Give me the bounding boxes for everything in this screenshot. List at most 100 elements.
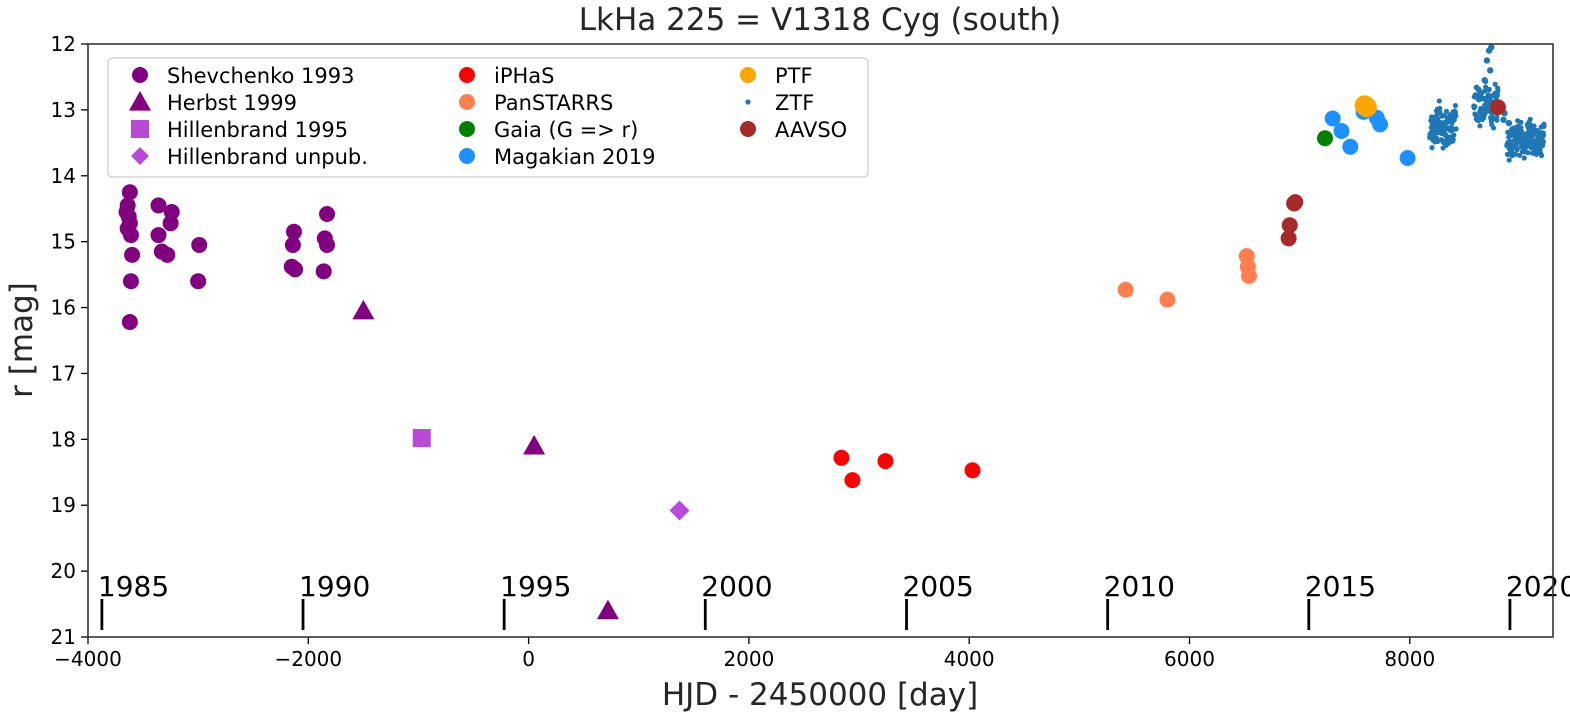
chart-title: LkHa 225 = V1318 Cyg (south)	[579, 2, 1061, 38]
series-ztf-point	[1518, 119, 1524, 125]
series-ztf-point	[1487, 67, 1494, 74]
legend-label: Magakian 2019	[494, 145, 655, 169]
series-panstarrs-point	[1159, 291, 1176, 308]
series-shevchenko-1993-point	[122, 227, 139, 244]
series-shevchenko-1993-point	[150, 197, 167, 214]
year-marker-label: 2020	[1506, 570, 1570, 603]
year-marker-label: 1990	[299, 570, 370, 603]
series-herbst-1999	[352, 299, 619, 620]
y-tick-label: 12	[51, 32, 76, 56]
year-marker-label: 2010	[1104, 570, 1175, 603]
series-ztf-point	[1477, 123, 1483, 129]
series-herbst-1999-point	[523, 434, 546, 455]
legend-marker	[459, 94, 475, 110]
series-hillenbrand-1995-point	[412, 429, 431, 448]
series-shevchenko-1993-point	[162, 215, 179, 232]
series-ztf-point	[1512, 151, 1518, 157]
series-aavso-point	[1281, 217, 1298, 234]
series-ptf-point	[1356, 97, 1377, 118]
year-marker-label: 1985	[98, 570, 169, 603]
series-shevchenko-1993-point	[315, 263, 332, 280]
x-tick-label: −2000	[274, 647, 342, 671]
series-ztf-point	[1531, 123, 1537, 129]
y-tick-label: 18	[51, 427, 76, 451]
series-magakian-2019-point	[1333, 122, 1350, 139]
series-ztf-point	[1450, 136, 1456, 142]
year-marker-label: 2000	[701, 570, 772, 603]
plot-area	[118, 44, 1547, 620]
legend-label: iPHaS	[494, 64, 555, 88]
series-ztf-point	[1429, 145, 1435, 151]
series-ztf-point	[1521, 155, 1527, 161]
legend-marker	[459, 148, 475, 164]
series-ztf-point	[1486, 86, 1492, 93]
legend-label: ZTF	[775, 91, 814, 115]
series-shevchenko-1993-point	[287, 261, 304, 278]
series-panstarrs	[1117, 248, 1257, 308]
legend-marker	[740, 67, 756, 83]
year-marker-label: 2015	[1305, 570, 1376, 603]
x-axis-ticks: −4000 −2000 0 2000 4000 6000 8000	[54, 637, 1435, 671]
series-magakian-2019-point	[1324, 110, 1341, 127]
series-ztf-point	[1541, 132, 1547, 138]
series-shevchenko-1993-point	[191, 236, 208, 253]
series-ztf-point	[1517, 152, 1523, 158]
x-tick-label: 2000	[723, 647, 774, 671]
series-hillenbrand-unpub	[669, 500, 690, 521]
y-tick-label: 19	[51, 493, 76, 517]
year-markers: 1985 1990 1995 2000 2005 2010 2015 2020	[98, 570, 1570, 630]
x-tick-label: 0	[522, 647, 535, 671]
series-shevchenko-1993-point	[159, 246, 176, 263]
series-ztf-point	[1447, 113, 1453, 120]
series-shevchenko-1993-point	[284, 236, 301, 253]
y-axis-label: r [mag]	[4, 282, 40, 398]
series-ztf-point	[1505, 119, 1513, 127]
legend-marker	[131, 147, 149, 165]
series-magakian-2019-point	[1342, 138, 1359, 155]
series-shevchenko-1993-point	[319, 236, 336, 253]
series-shevchenko-1993	[118, 184, 336, 331]
series-ztf-point	[1451, 132, 1457, 138]
series-aavso-point	[1489, 99, 1506, 116]
series-ztf-point	[1541, 123, 1547, 130]
series-magakian-2019-point	[1399, 149, 1416, 166]
legend-label: Hillenbrand 1995	[167, 118, 348, 142]
series-ztf-point	[1508, 148, 1515, 154]
legend-label: PTF	[775, 64, 813, 88]
series-panstarrs-point	[1117, 281, 1134, 298]
y-axis-ticks: 12 13 14 15 16 17 18 19 20 21	[51, 32, 88, 649]
series-aavso-point	[1287, 194, 1304, 211]
series-ztf-point	[1437, 105, 1443, 111]
series-ztf	[1427, 44, 1547, 163]
series-panstarrs-point	[1240, 267, 1257, 284]
legend-label: Hillenbrand unpub.	[167, 145, 368, 169]
legend-marker	[129, 91, 151, 111]
series-ztf-point	[1537, 146, 1543, 152]
series-shevchenko-1993-point	[285, 223, 302, 240]
legend-label: Gaia (G => r)	[494, 118, 638, 142]
series-magakian-2019-point	[1372, 116, 1389, 133]
legend: Shevchenko 1993 Herbst 1999 Hillenbrand 19…	[107, 57, 869, 178]
series-shevchenko-1993-point	[319, 205, 336, 222]
series-ztf-point	[1436, 98, 1442, 104]
legend-marker	[459, 67, 475, 83]
x-tick-label: −4000	[54, 647, 122, 671]
series-ztf-point	[1443, 108, 1450, 114]
series-aavso-point	[1280, 230, 1297, 247]
x-tick-label: 8000	[1384, 647, 1435, 671]
series-ztf-point	[1495, 88, 1501, 94]
series-iphas-point	[964, 462, 981, 479]
legend-label: AAVSO	[775, 118, 847, 142]
plot-frame	[87, 43, 1554, 638]
series-gaia-g-r-point	[1316, 130, 1333, 147]
series-shevchenko-1993-point	[124, 246, 141, 263]
legend-label: Shevchenko 1993	[167, 64, 354, 88]
series-ztf-point	[1519, 130, 1525, 136]
y-tick-label: 21	[51, 625, 76, 649]
series-ztf-point	[1500, 116, 1507, 123]
y-tick-label: 13	[51, 98, 76, 122]
series-shevchenko-1993-point	[121, 184, 138, 201]
series-ztf-point	[1527, 116, 1533, 122]
x-tick-label: 4000	[944, 647, 995, 671]
y-tick-label: 15	[51, 230, 76, 254]
